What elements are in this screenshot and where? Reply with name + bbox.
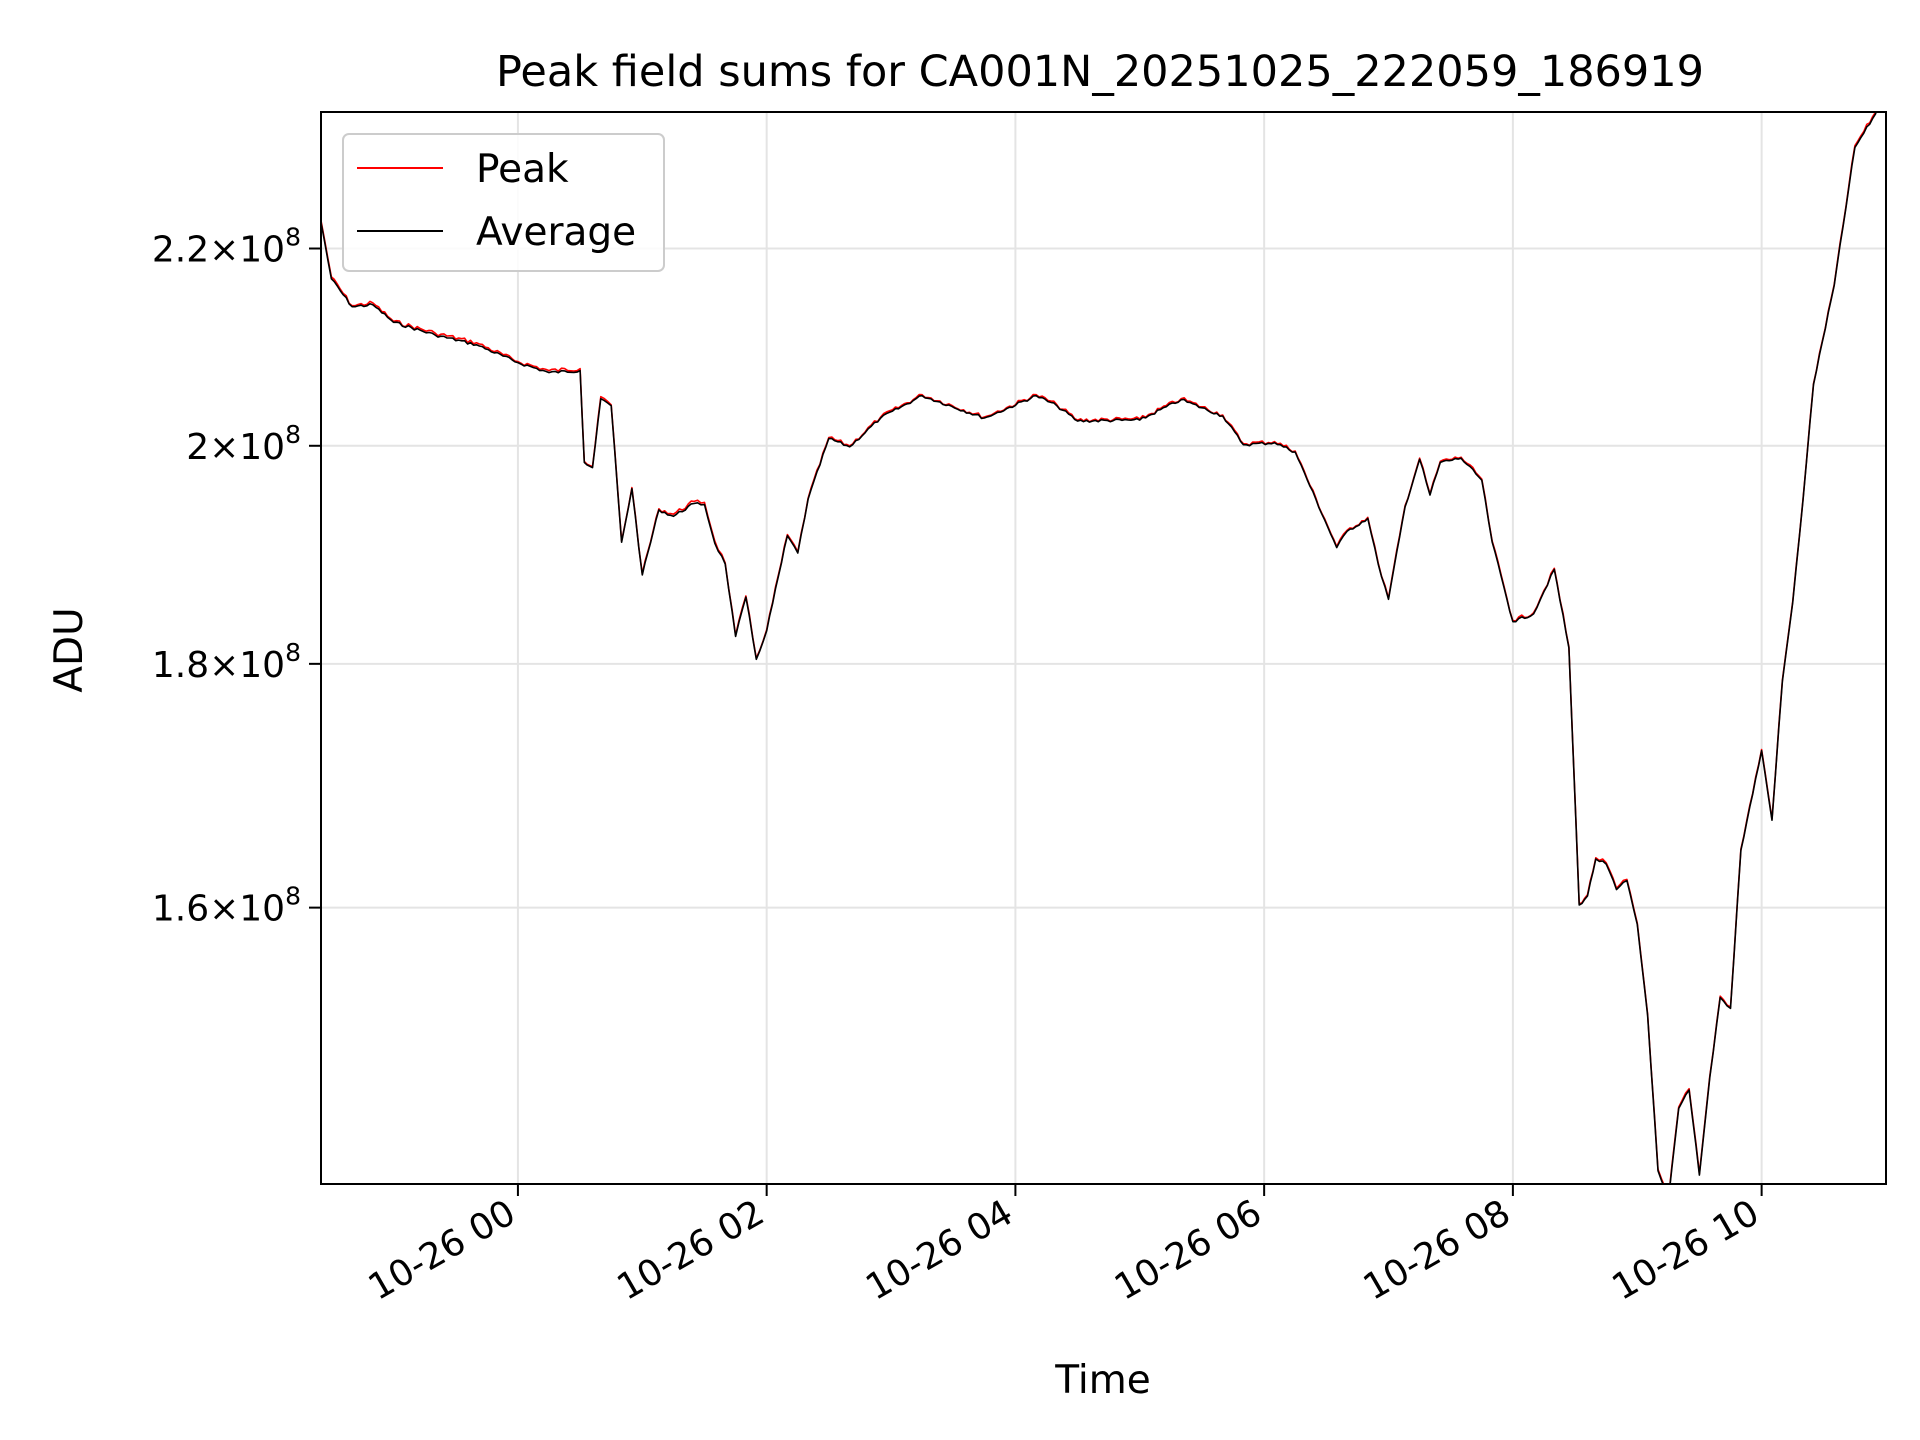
- series-line-average: [321, 112, 1877, 1184]
- chart-title: Peak field sums for CA001N_20251025_2220…: [496, 47, 1704, 97]
- x-axis-label: Time: [1054, 1358, 1150, 1403]
- grid-x: [516, 112, 1763, 1184]
- plot-frame: [320, 111, 1887, 1185]
- series-layer: [321, 112, 1877, 1184]
- y-axis-label: ADU: [47, 607, 92, 692]
- y-ticks: 2.2×108 2×108 1.8×108 1.6×108: [152, 223, 321, 930]
- y-tick-label: 2.2×108: [152, 223, 301, 271]
- y-tick-label: 1.8×108: [152, 638, 301, 686]
- legend-label-peak: Peak: [476, 147, 569, 192]
- legend-label-average: Average: [476, 210, 636, 255]
- legend: Peak Average: [342, 133, 665, 272]
- y-tick-label: 2×108: [186, 420, 301, 468]
- y-tick-label: 1.6×108: [152, 882, 301, 930]
